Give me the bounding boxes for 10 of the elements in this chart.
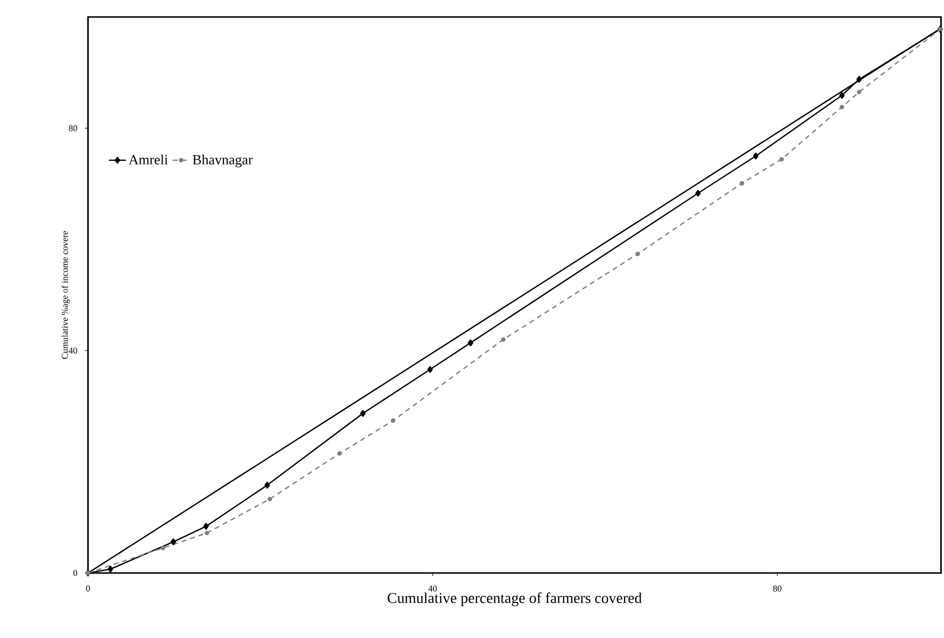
x-tick-label: 40: [428, 585, 437, 592]
x-axis-title: Cumulative percentage of farmers covered: [388, 592, 642, 606]
y-tick-label: 40: [68, 348, 78, 354]
y-axis-title: Cumulative %age of income covere: [61, 231, 70, 359]
y-tick-label: 80: [68, 125, 78, 132]
y-tick-label: 0: [73, 570, 78, 576]
legend-label: Bhavnagar: [192, 154, 253, 168]
x-tick-label: 0: [86, 585, 90, 592]
x-tick-label: 80: [773, 585, 782, 592]
legend-label: Amreli: [128, 154, 168, 164]
